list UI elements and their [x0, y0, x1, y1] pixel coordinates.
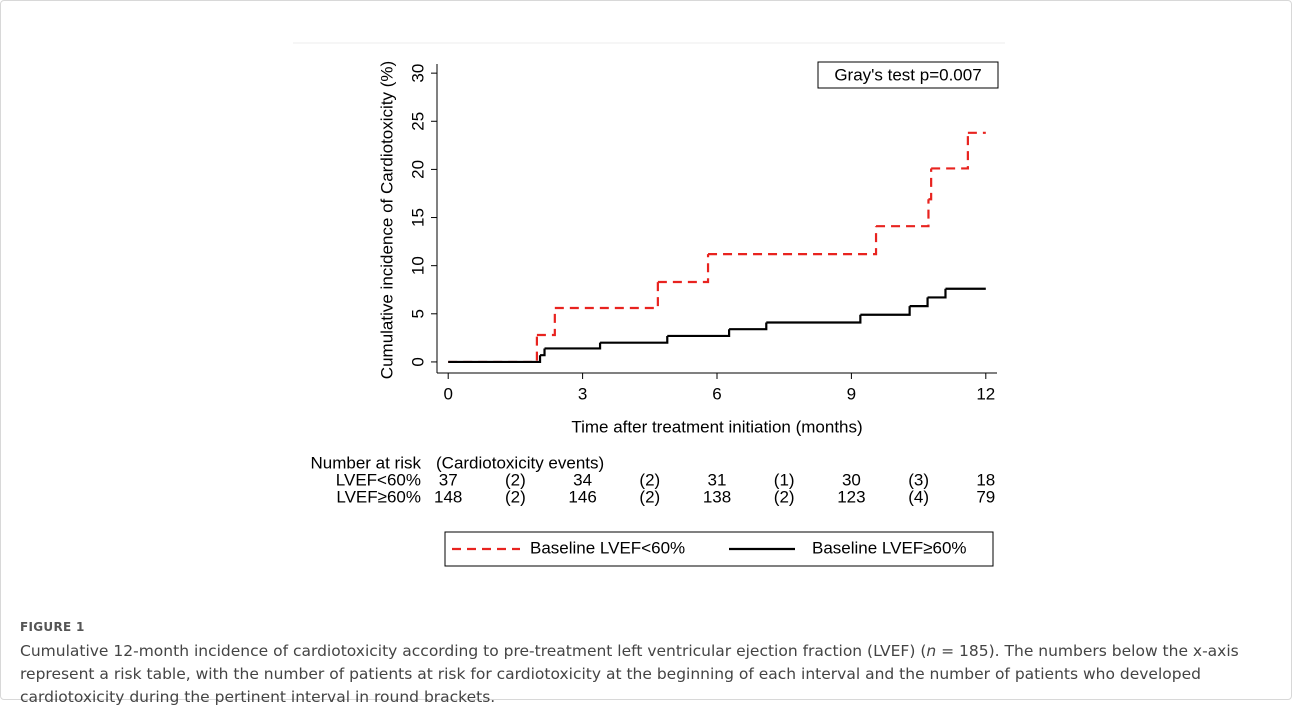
- step-segment: [931, 132, 969, 170]
- risk-count: 146: [568, 487, 596, 506]
- step-segment: [766, 314, 862, 324]
- step-segment: [860, 306, 911, 316]
- step-segment: [928, 168, 933, 201]
- annotation-box: [817, 61, 999, 89]
- risk-title: Number at risk: [310, 453, 421, 472]
- risk-count: 148: [434, 487, 462, 506]
- risk-row-label: LVEF<60%: [336, 470, 421, 489]
- step-segment: [600, 335, 669, 344]
- y-tick-label: 20: [408, 160, 427, 179]
- legend: [444, 531, 994, 567]
- x-tick-label: 6: [712, 384, 721, 403]
- y-tick-label: 10: [408, 256, 427, 275]
- step-segment: [657, 254, 710, 284]
- y-tick-label: 30: [408, 64, 427, 83]
- step-segment: [909, 297, 929, 308]
- risk-events: (3): [908, 470, 929, 489]
- step-segment: [540, 348, 546, 357]
- x-tick-label: 3: [578, 384, 587, 403]
- step-segment: [729, 322, 768, 331]
- step-segment: [554, 282, 659, 310]
- risk-count: 18: [976, 470, 995, 489]
- risk-events: (2): [639, 470, 660, 489]
- risk-events: (2): [505, 470, 526, 489]
- risk-count: 31: [708, 470, 727, 489]
- step-segment: [667, 329, 731, 338]
- risk-count: 34: [573, 470, 592, 489]
- caption-text: Cumulative 12-month incidence of cardiot…: [20, 642, 927, 660]
- risk-count: 30: [842, 470, 861, 489]
- caption: Cumulative 12-month incidence of cardiot…: [20, 640, 1270, 709]
- risk-count: 123: [837, 487, 865, 506]
- x-tick-label: 12: [976, 384, 995, 403]
- risk-row-label: LVEF≥60%: [336, 487, 421, 506]
- risk-events: (4): [908, 487, 929, 506]
- step-segment: [927, 288, 947, 299]
- y-tick-label: 5: [408, 309, 427, 318]
- chart: Gray's test p=0.007 Time after treatment…: [293, 42, 1005, 567]
- step-segment: [708, 226, 878, 256]
- annotation: Gray's test p=0.007: [834, 65, 981, 84]
- risk-events: (2): [774, 487, 795, 506]
- legend-label: Baseline LVEF<60%: [530, 538, 685, 557]
- caption-text: n: [926, 642, 937, 660]
- y-tick-label: 25: [408, 112, 427, 131]
- risk-count: 79: [976, 487, 995, 506]
- step-segment: [876, 199, 930, 228]
- risk-count: 138: [703, 487, 731, 506]
- risk-events-title: (Cardiotoxicity events): [436, 453, 604, 472]
- y-axis-label: Cumulative incidence of Cardiotoxicity (…: [377, 61, 396, 379]
- caption-text: = 185). The numbers below the x-axis rep…: [20, 642, 1239, 706]
- risk-events: (2): [639, 487, 660, 506]
- y-tick-label: 0: [408, 357, 427, 366]
- caption-label: FIGURE 1: [20, 620, 85, 634]
- x-axis-label: Time after treatment initiation (months): [571, 417, 862, 436]
- step-segment: [544, 342, 602, 350]
- step-segment: [448, 334, 539, 364]
- x-tick-label: 9: [847, 384, 856, 403]
- risk-events: (1): [774, 470, 795, 489]
- x-tick-label: 0: [443, 384, 452, 403]
- risk-events: (2): [505, 487, 526, 506]
- risk-count: 37: [439, 470, 458, 489]
- legend-label: Baseline LVEF≥60%: [812, 538, 967, 557]
- y-tick-label: 15: [408, 208, 427, 227]
- step-segment: [448, 355, 542, 364]
- step-segment: [536, 308, 556, 337]
